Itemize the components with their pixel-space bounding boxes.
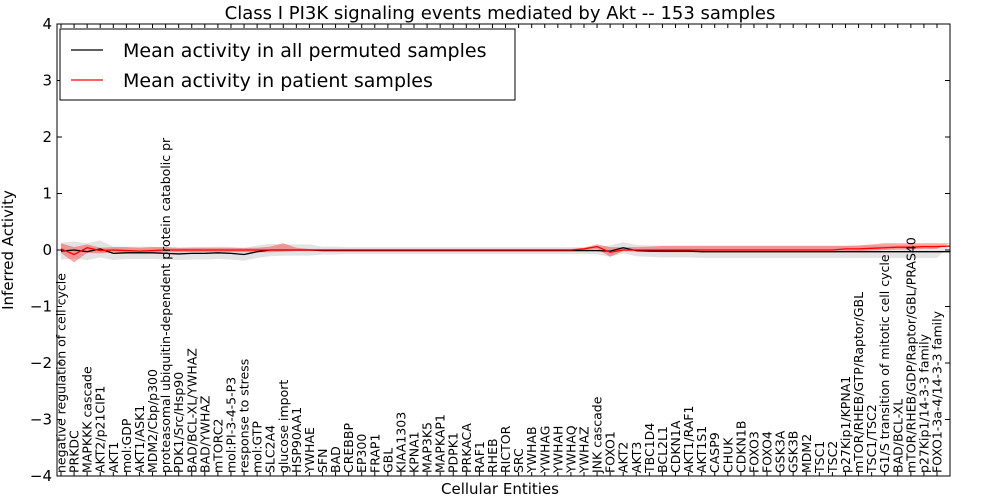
x-tick-label: FOXO1 [603, 431, 618, 473]
legend-box [59, 28, 516, 101]
x-tick-label: mTOR/RHEB/GDP/Raptor/GBL/PRAS40 [903, 237, 918, 473]
x-tick-label: YWHAG [537, 426, 552, 474]
x-tick-label: BAD/YWHAZ [197, 396, 212, 473]
x-tick-label: FRAP1 [367, 434, 382, 473]
x-tick-label: negative regulation of cell cycle [54, 273, 69, 473]
legend-label-patient: Mean activity in patient samples [123, 70, 433, 92]
x-tick-label: GBL [380, 448, 395, 473]
x-tick-label: TSC2 [825, 441, 840, 474]
x-tick-label: CDKN1B [733, 421, 748, 473]
x-tick-label: TBC1D4 [642, 423, 657, 474]
x-tick-label: PDPK1 [446, 432, 461, 473]
x-tick-label: RICTOR [498, 425, 513, 473]
y-tick-label: 2 [42, 128, 52, 146]
x-tick-label: RHEB [485, 438, 500, 473]
x-tick-label: MAP3K5 [420, 422, 435, 473]
x-tick-label: FOXO4 [760, 431, 775, 473]
x-tick-label: glucose import [276, 380, 291, 473]
y-tick-label: 1 [42, 185, 52, 203]
x-tick-label: response to stress [237, 359, 252, 473]
y-tick-label: 0 [42, 241, 52, 259]
x-tick-label: p27Kip1/KPNA1 [838, 376, 853, 473]
x-tick-label: mTOR/RHEB/GTP/Raptor/GBL [851, 292, 866, 473]
x-tick-label: YWHAH [550, 426, 565, 474]
x-tick-label: MAPKKK cascade [80, 366, 95, 473]
y-tick-label: −2 [30, 354, 52, 372]
x-tick-label: PRKDC [67, 430, 82, 473]
x-tick-label: TSC1/TSC2 [864, 404, 879, 474]
x-tick-label: AKT3 [629, 442, 644, 473]
x-tick-label: YWHAQ [563, 425, 578, 474]
x-tick-label: CHUK [720, 437, 735, 473]
x-tick-label: EP300 [354, 434, 369, 473]
x-tick-label: mol:GTP [250, 421, 265, 473]
x-tick-label: MDM2 [799, 434, 814, 473]
x-tick-label: AKT1S1 [694, 426, 709, 473]
x-tick-label: MAPKAP1 [433, 414, 448, 473]
y-tick-label: −1 [30, 298, 52, 316]
x-tick-label: JNK cascade [590, 396, 605, 474]
x-tick-label: GSK3A [773, 430, 788, 473]
x-tick-label: CASP9 [707, 432, 722, 473]
y-tick-label: 3 [42, 72, 52, 90]
legend: Mean activity in all permuted samples Me… [59, 28, 516, 101]
x-tick-label: YWHAB [524, 426, 539, 474]
x-tick-label: mol:PI-3-4-5-P3 [223, 377, 238, 473]
x-tick-label: mTORC2 [210, 419, 225, 473]
plot-area [60, 240, 951, 263]
x-tick-label: RAF1 [472, 441, 487, 473]
x-tick-label: BAD [328, 446, 343, 473]
x-tick-label: YWHAE [302, 427, 317, 474]
legend-label-permuted: Mean activity in all permuted samples [123, 40, 486, 62]
x-tick-label: G1/S transition of mitotic cell cycle [877, 254, 892, 473]
x-tick-label: SRC [511, 448, 526, 473]
x-tick-label: p27Kip1/14-3-3 family [916, 333, 931, 473]
y-tick-label: −4 [30, 467, 52, 485]
x-tick-label: AKT2/p21CIP1 [93, 386, 108, 473]
x-tick-label: TSC1 [812, 441, 827, 474]
x-tick-label: HSP90AA1 [289, 407, 304, 473]
x-tick-label: AKT1/RAF1 [681, 406, 696, 473]
x-tick-label: mol:GDP [119, 418, 134, 473]
x-tick-label: SLC2A4 [263, 425, 278, 473]
x-tick-label: BAD/BCL-XL/YWHAZ [184, 348, 199, 473]
x-tick-label: PRKACA [459, 423, 474, 473]
x-tick-label: FOXO1-3a-4/14-3-3 family [930, 310, 945, 473]
x-tick-label: MDM2/Cbp/p300 [145, 369, 160, 473]
x-tick-label: BAD/BCL-XL [890, 399, 905, 473]
x-tick-label: BCL2L1 [655, 426, 670, 473]
x-axis-label: Cellular Entities [441, 480, 559, 498]
series-line-patient [60, 245, 951, 256]
y-axis: 4 3 2 1 0 −1 −2 −3 −4 [30, 15, 950, 485]
y-tick-label: 4 [42, 15, 52, 33]
x-tick-label: YWHAZ [576, 426, 591, 474]
x-tick-label: CREBBP [341, 423, 356, 473]
x-tick-label: AKT1/ASK1 [132, 405, 147, 473]
x-tick-label: PDK1/Src/Hsp90 [171, 372, 186, 473]
x-tick-label: FOXO3 [746, 431, 761, 473]
x-tick-label: AKT1 [106, 442, 121, 473]
x-tick-label: SFN [315, 449, 330, 473]
x-axis: negative regulation of cell cyclePRKDCMA… [54, 24, 945, 476]
x-tick-label: KIAA1303 [393, 412, 408, 473]
x-tick-label: AKT2 [616, 442, 631, 473]
y-axis-label: Inferred Activity [0, 190, 17, 310]
x-tick-label: CDKN1A [668, 420, 683, 473]
y-tick-label: −3 [30, 411, 52, 429]
x-tick-label: GSK3B [786, 431, 801, 473]
x-tick-label: proteasomal ubiquitin-dependent protein … [158, 137, 173, 473]
x-tick-label: KPNA1 [407, 431, 422, 473]
chart-title: Class I PI3K signaling events mediated b… [225, 3, 776, 24]
band-patient [61, 243, 951, 263]
